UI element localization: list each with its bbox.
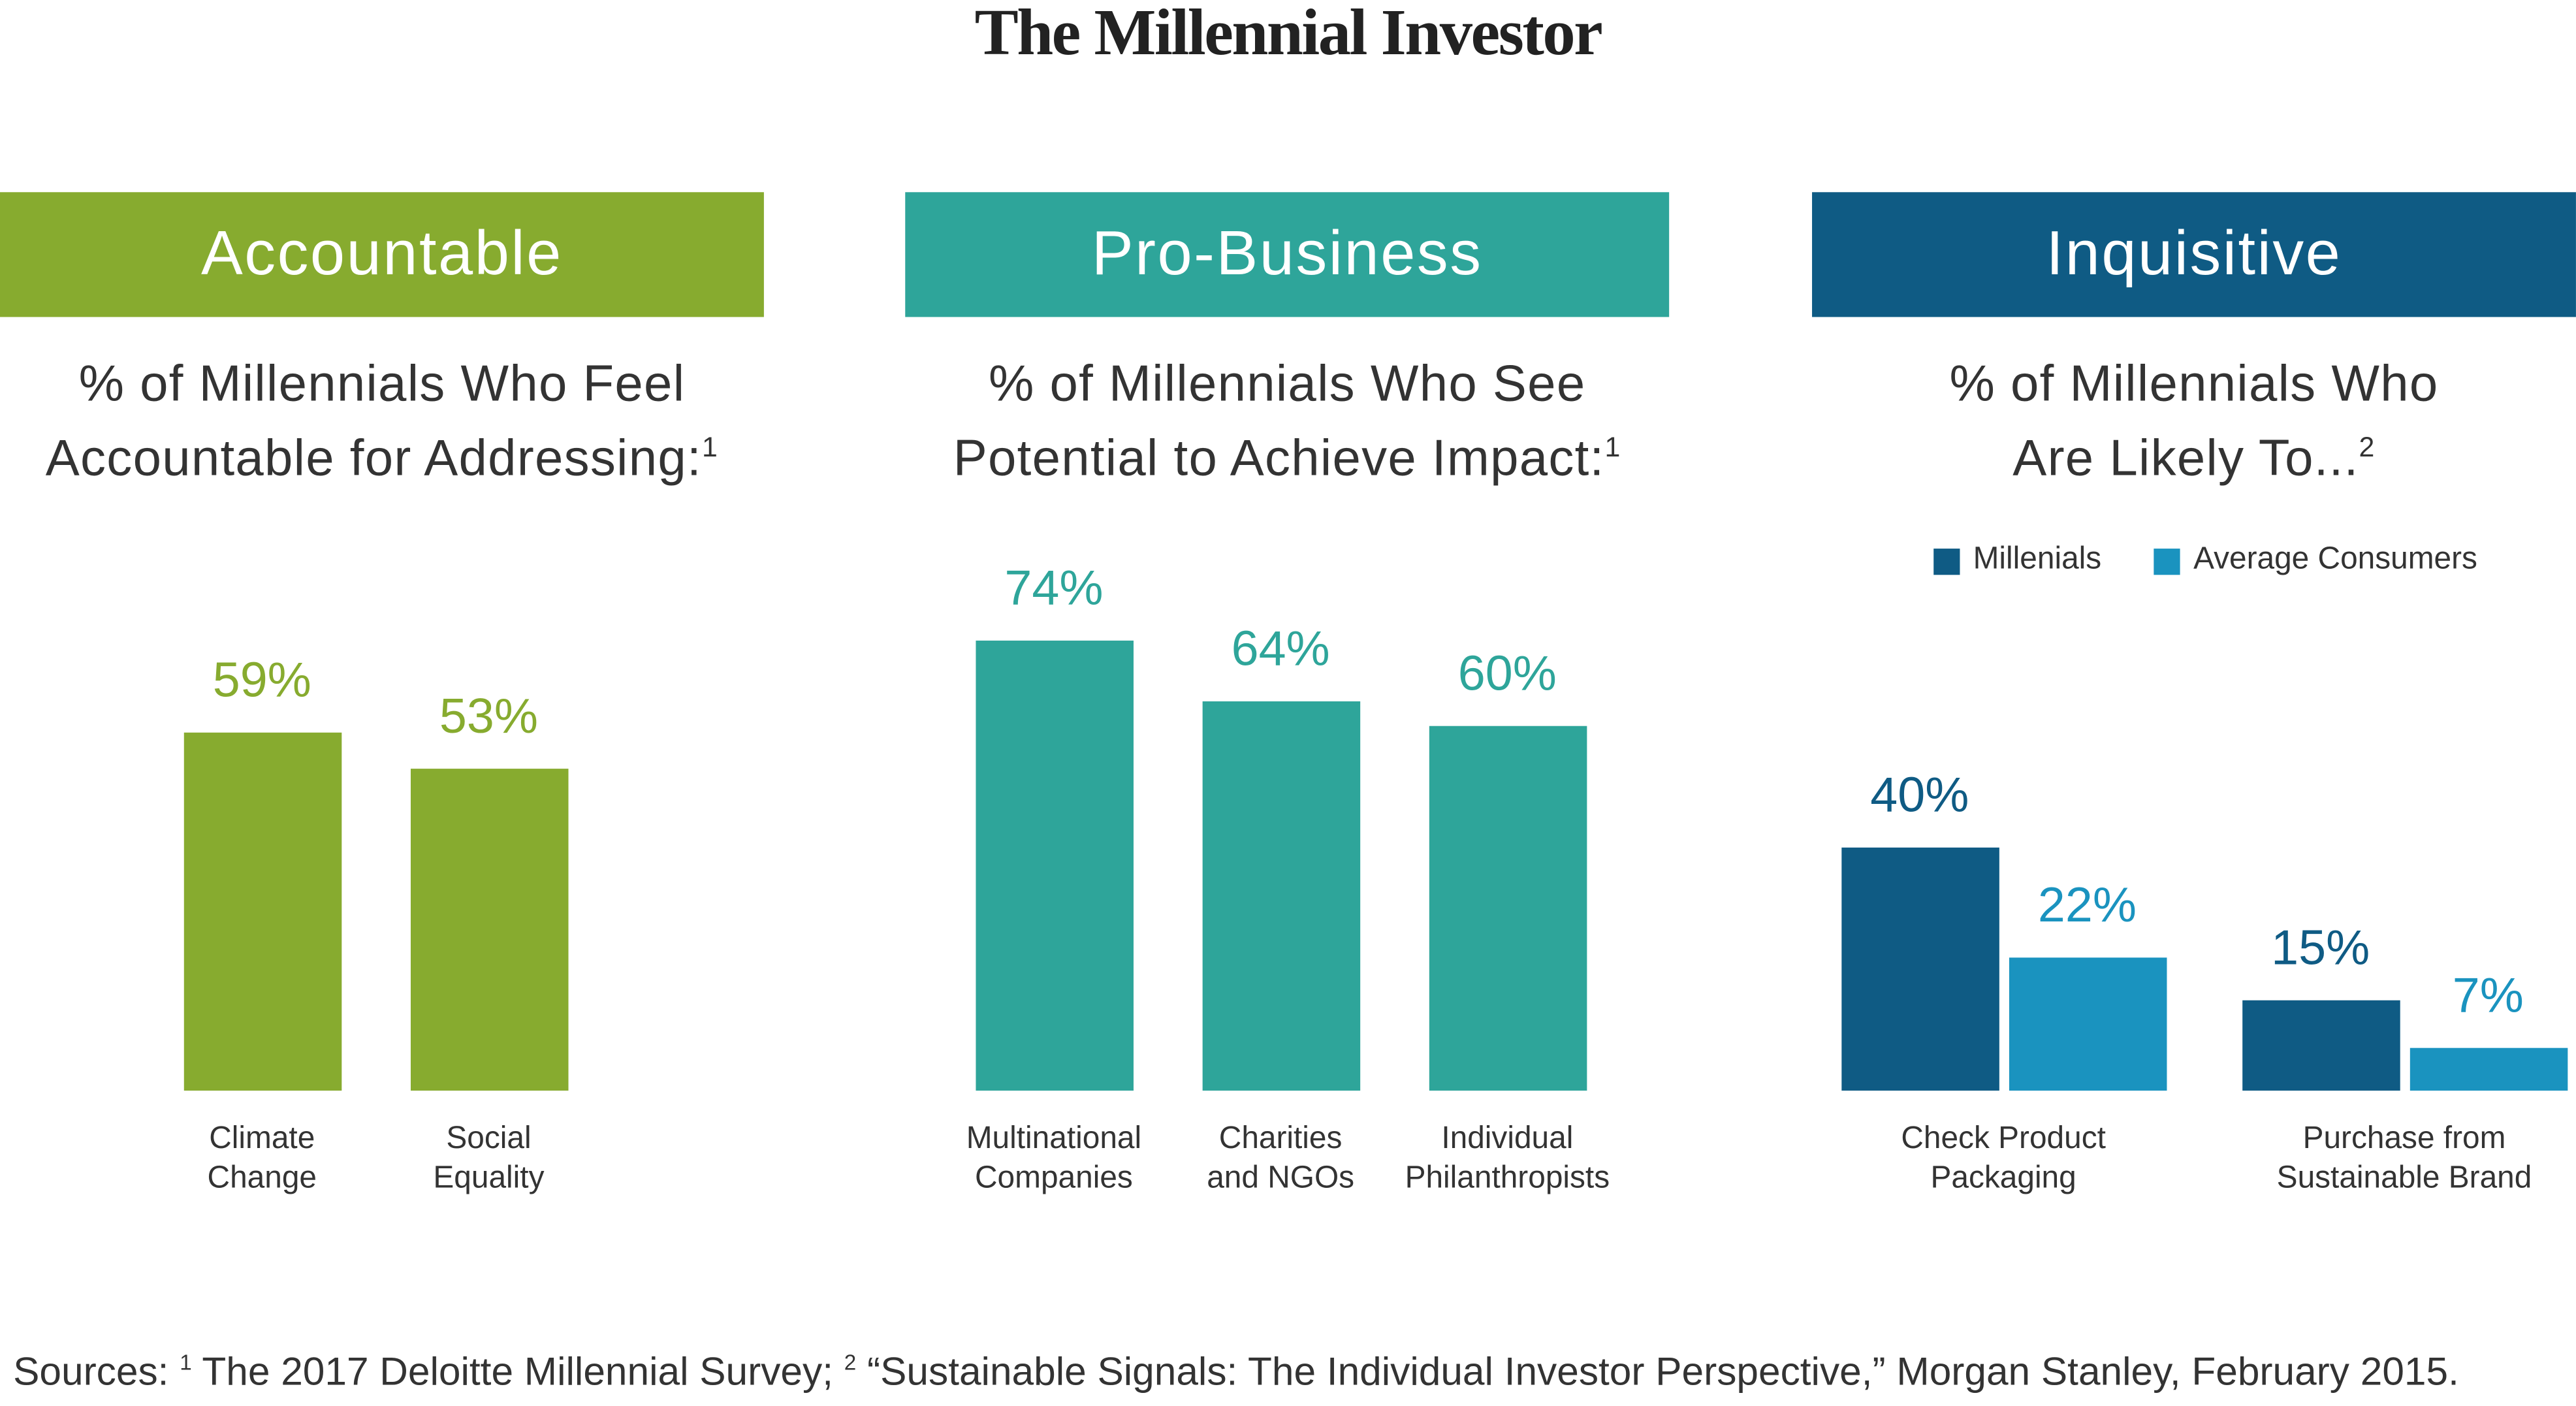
footnote-marker: 1 [701,432,719,464]
bar [409,768,568,1091]
legend-swatch [1933,549,1960,575]
category-label: Social Equality [433,1121,545,1196]
subtitle-text: % of Millennials Who See Potential to Ac… [953,355,1605,487]
panel-subtitle: % of Millennials Who Feel Accountable fo… [0,351,797,490]
category-label: Climate Change [207,1121,317,1196]
category-label: Purchase from Sustainable Brand [2276,1121,2532,1196]
category-label: Charities and NGOs [1207,1121,1355,1196]
bar [1428,726,1587,1091]
footnote-marker: 1 [180,1350,192,1375]
value-label: 15% [2271,920,2370,975]
legend-swatch [2154,549,2180,575]
panel-header: Accountable [0,192,764,317]
value-label: 7% [2452,969,2524,1024]
bar [1841,847,1999,1091]
legend-label: Average Consumers [2193,542,2477,577]
panel-subtitle: % of Millennials Who See Potential to Ac… [872,351,1702,490]
bar [183,731,342,1091]
panel-header: Pro-Business [905,192,1670,317]
panel-subtitle: % of Millennials Who Are Likely To...2 [1779,351,2576,490]
value-label: 60% [1457,647,1557,701]
bar [2241,999,2400,1091]
footnote-text: “Sustainable Signals: The Individual Inv… [867,1350,2459,1395]
footnote-marker: 1 [1604,432,1621,464]
value-label: 40% [1870,769,1969,823]
value-label: 22% [2037,878,2137,933]
value-label: 64% [1231,622,1330,677]
footnote-text: The 2017 Deloitte Millennial Survey; [202,1350,833,1395]
footer-label: Sources: [13,1350,169,1395]
subtitle-text: % of Millennials Who Are Likely To... [1949,355,2439,487]
legend-label: Millenials [1973,542,2102,577]
category-label: Individual Philanthropists [1405,1121,1610,1196]
footnote-marker: 2 [844,1350,857,1375]
bar [2008,957,2167,1091]
footer: Sources: 1 The 2017 Deloitte Millennial … [13,1350,2459,1396]
bar [2409,1047,2568,1091]
value-label: 74% [1004,562,1104,616]
value-label: 53% [439,690,538,744]
panel-header: Inquisitive [1812,192,2576,317]
footnote-marker: 2 [2359,432,2376,464]
bar [975,641,1133,1091]
value-label: 59% [212,653,311,708]
subtitle-text: % of Millennials Who Feel Accountable fo… [45,355,702,487]
bar [1201,701,1360,1091]
page-title: The Millennial Investor [974,0,1603,69]
category-label: Multinational Companies [966,1121,1142,1196]
category-label: Check Product Packaging [1901,1121,2106,1196]
